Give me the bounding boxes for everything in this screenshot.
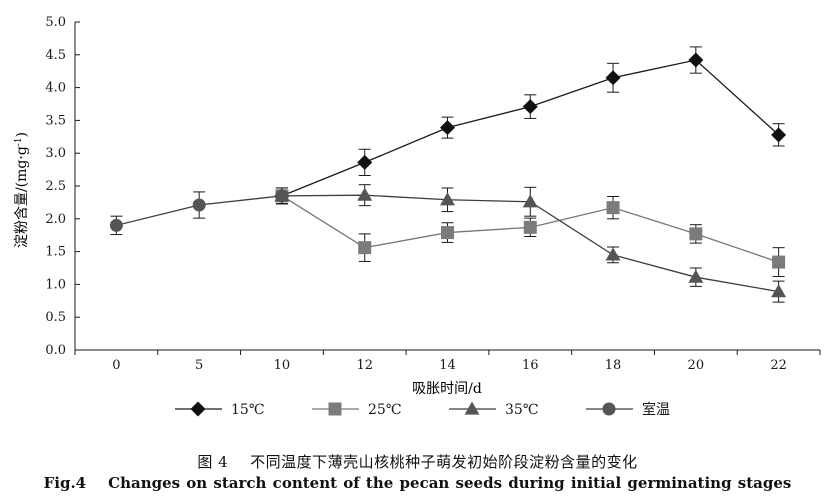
legend-marker — [190, 401, 206, 417]
data-point — [772, 255, 786, 269]
data-point — [357, 187, 373, 201]
legend-marker — [464, 401, 480, 415]
data-point — [192, 198, 206, 212]
series-line — [281, 59, 780, 197]
y-axis-title: 淀粉含量/(mg·g-1) — [14, 132, 30, 248]
data-point — [109, 218, 123, 232]
data-point — [275, 189, 289, 203]
caption-english-text: Changes on starch content of the pecan s… — [108, 474, 792, 492]
y-tick-label: 3.0 — [45, 146, 66, 161]
y-tick-label: 2.0 — [45, 212, 66, 227]
data-point — [605, 247, 621, 261]
x-tick-label: 18 — [605, 358, 622, 373]
data-point — [358, 241, 372, 255]
series-lines — [116, 59, 780, 293]
data-point — [605, 70, 621, 86]
data-point — [357, 154, 373, 170]
legend-marker — [328, 402, 342, 416]
caption-chinese-text: 不同温度下薄壳山核桃种子萌发初始阶段淀粉含量的变化 — [250, 453, 638, 471]
series-marks — [109, 46, 787, 303]
y-axis-title-close: ) — [14, 132, 30, 137]
data-point — [688, 269, 704, 283]
x-axis-title: 吸胀时间/d — [412, 381, 482, 397]
caption-english-number: Fig.4 — [43, 474, 87, 492]
caption-chinese-number: 图 4 — [197, 453, 229, 471]
x-tick-label: 20 — [688, 358, 705, 373]
data-point — [522, 99, 538, 115]
data-point — [522, 194, 538, 208]
y-tick-label: 2.5 — [45, 179, 66, 194]
x-tick-label: 12 — [356, 358, 373, 373]
y-tick-label: 3.5 — [45, 113, 66, 128]
x-tick-label: 16 — [522, 358, 539, 373]
y-axis-title-sup: -1 — [14, 137, 24, 146]
data-point — [606, 201, 620, 215]
caption-english: Fig.4 Changes on starch content of the pe… — [0, 474, 835, 492]
legend-marker — [602, 402, 616, 416]
starch-content-chart: 0.0 0.5 1.0 1.5 2.0 2.5 3.0 3.5 4.0 4.5 5.0 0 5 10 12 1… — [14, 15, 821, 418]
y-tick-label: 0.0 — [45, 343, 66, 358]
y-axis-title-main: 淀粉含量/(mg·g — [14, 146, 30, 248]
data-point — [440, 120, 455, 136]
data-point — [523, 220, 537, 234]
x-tick-label: 5 — [195, 358, 203, 373]
y-tick-label: 4.0 — [45, 81, 66, 96]
y-tick-label: 5.0 — [45, 15, 66, 30]
legend-label: 25℃ — [368, 402, 401, 418]
data-point — [771, 284, 787, 298]
x-tick-label: 10 — [274, 358, 291, 373]
y-tick-label: 1.5 — [45, 245, 66, 260]
x-tick-label: 0 — [112, 358, 120, 373]
data-point — [440, 192, 455, 206]
data-point — [688, 52, 704, 68]
axes: 0.0 0.5 1.0 1.5 2.0 2.5 3.0 3.5 4.0 4.5 5.0 0 5 10 12 1… — [45, 15, 821, 373]
legend-label: 15℃ — [231, 402, 264, 418]
legend-label: 35℃ — [505, 402, 538, 418]
y-tick-label: 0.5 — [45, 310, 66, 325]
legend-label: 室温 — [642, 401, 670, 418]
caption-chinese: 图 4 不同温度下薄壳山核桃种子萌发初始阶段淀粉含量的变化 — [0, 451, 835, 472]
data-point — [689, 227, 703, 241]
data-point — [771, 127, 787, 143]
x-tick-label: 14 — [439, 358, 456, 373]
y-tick-label: 1.0 — [45, 277, 66, 292]
y-tick-label: 4.5 — [45, 48, 66, 63]
legend: 15℃ 25℃ 35℃ 室温 — [175, 401, 670, 418]
data-point — [441, 226, 454, 240]
x-tick-label: 22 — [770, 358, 787, 373]
